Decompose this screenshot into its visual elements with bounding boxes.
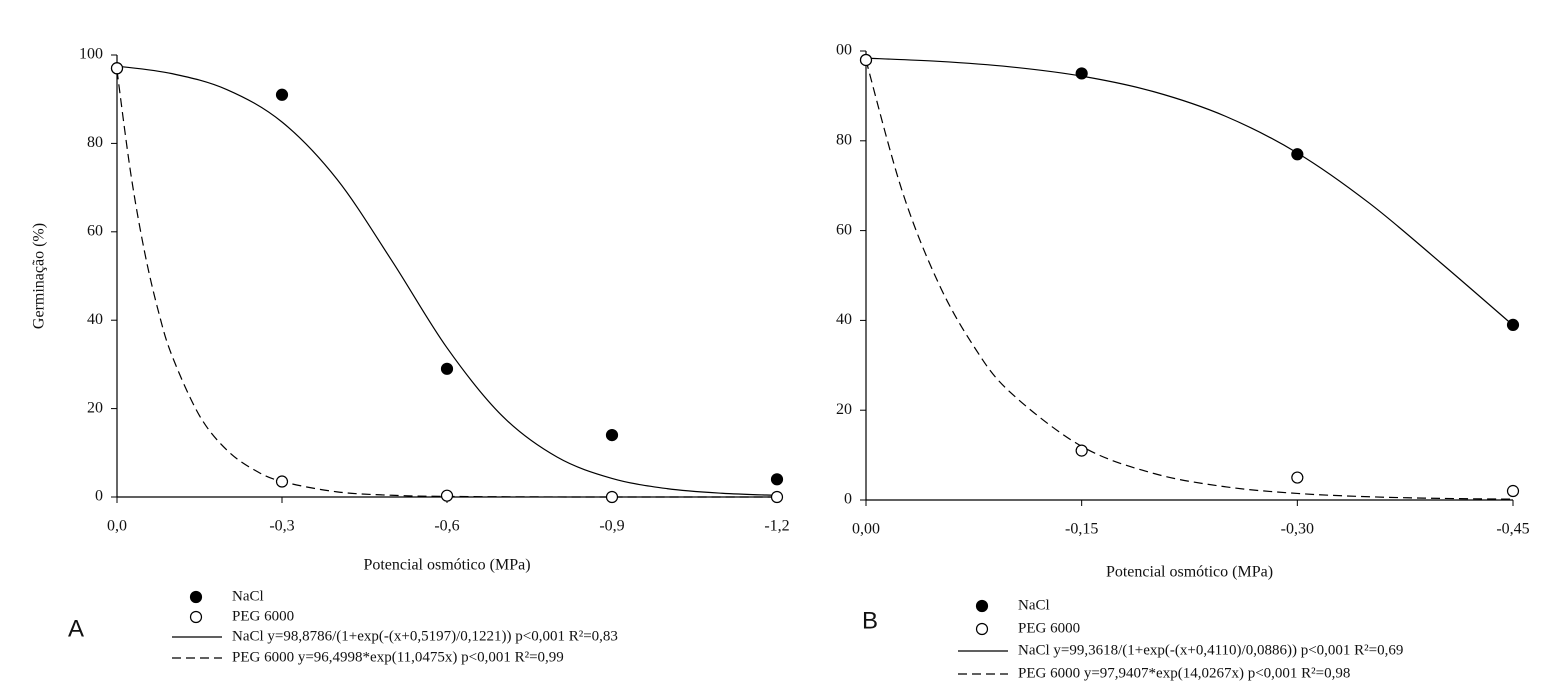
fit-line: [116, 65, 778, 496]
x-tick-label: -1,2: [764, 518, 789, 535]
y-tick-label: 80: [836, 131, 852, 148]
point: [1506, 484, 1520, 498]
point: [770, 490, 784, 504]
x-tick-label: -0,15: [1065, 521, 1098, 538]
y-tick-label: 60: [87, 222, 103, 239]
fit-line: [865, 60, 1514, 500]
x-tick-label: -0,30: [1281, 521, 1314, 538]
legend-label: NaCl y=98,8786/(1+exp(-(x+0,5197)/0,1221…: [232, 628, 618, 644]
x-tick-label: -0,45: [1496, 521, 1529, 538]
y-tick-label: 0: [844, 491, 852, 508]
point: [275, 88, 289, 101]
legend-label: PEG 6000: [232, 608, 294, 624]
legend-label: PEG 6000: [1018, 620, 1080, 636]
legend-label: NaCl y=99,3618/(1+exp(-(x+0,4110)/0,0886…: [1018, 642, 1403, 658]
y-tick-label: 20: [836, 401, 852, 418]
y-tick-label: 60: [836, 221, 852, 238]
legend-marker: [975, 622, 989, 636]
x-tick-label: -0,6: [434, 518, 459, 535]
legend-marker: [189, 610, 203, 624]
point: [770, 473, 784, 486]
y-tick-label: 40: [87, 311, 103, 328]
fit-line: [116, 70, 778, 498]
legend-label: PEG 6000 y=97,9407*exp(14,0267x) p<0,001…: [1018, 665, 1350, 681]
x-tick-label: 0,0: [107, 518, 127, 535]
legend-label: NaCl: [232, 588, 264, 604]
legend-marker: [189, 590, 203, 604]
point: [1291, 471, 1304, 484]
y-tick-label: 100: [79, 46, 103, 63]
x-axis-label: Potencial osmótico (MPa): [363, 557, 530, 574]
x-tick-label: 0,00: [852, 521, 880, 538]
y-tick-label: 00: [836, 42, 852, 59]
point: [440, 489, 454, 502]
point: [1075, 67, 1088, 80]
point: [1506, 318, 1520, 331]
y-tick-label: 40: [836, 311, 852, 328]
point: [110, 62, 124, 75]
panel-label: B: [862, 607, 878, 634]
point: [1075, 444, 1088, 457]
x-tick-label: -0,3: [269, 518, 294, 535]
point: [1291, 148, 1304, 161]
y-axis-label: Germinação (%): [31, 223, 48, 329]
legend-marker: [975, 599, 989, 613]
panel-label: A: [68, 615, 84, 642]
point: [440, 362, 454, 375]
y-tick-label: 20: [87, 399, 103, 416]
point: [275, 475, 289, 488]
legend-label: NaCl: [1018, 597, 1050, 613]
point: [605, 429, 619, 442]
legend-label: PEG 6000 y=96,4998*exp(11,0475x) p<0,001…: [232, 649, 564, 665]
x-axis-label: Potencial osmótico (MPa): [1106, 564, 1273, 581]
y-tick-label: 80: [87, 134, 103, 151]
y-tick-label: 0: [95, 488, 103, 505]
point: [605, 490, 619, 504]
fit-line: [865, 57, 1514, 326]
point: [859, 53, 873, 67]
x-tick-label: -0,9: [599, 518, 624, 535]
